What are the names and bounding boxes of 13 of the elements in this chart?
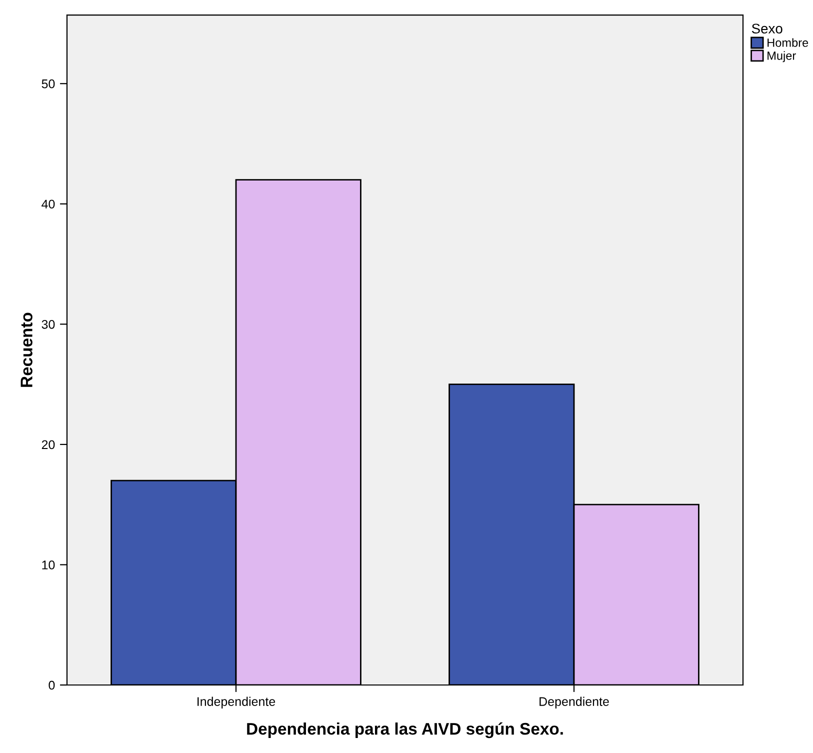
y-axis-title: Recuento: [20, 312, 32, 387]
y-tick-label: 30: [42, 320, 55, 329]
y-tick-label: 0: [48, 680, 55, 690]
y-tick-label: 10: [42, 560, 55, 570]
x-tick-label: Independiente: [198, 696, 276, 708]
legend-label: Mujer: [768, 51, 796, 62]
legend-label: Hombre: [768, 38, 808, 47]
x-tick-label: Dependiente: [540, 696, 609, 708]
y-tick-label: 50: [42, 79, 55, 88]
y-tick-label: 40: [42, 200, 55, 209]
x-axis-title: Dependencia para las AIVD según Sexo.: [247, 722, 563, 738]
legend-title: Sexo: [752, 24, 782, 34]
y-tick-label: 20: [42, 440, 55, 450]
